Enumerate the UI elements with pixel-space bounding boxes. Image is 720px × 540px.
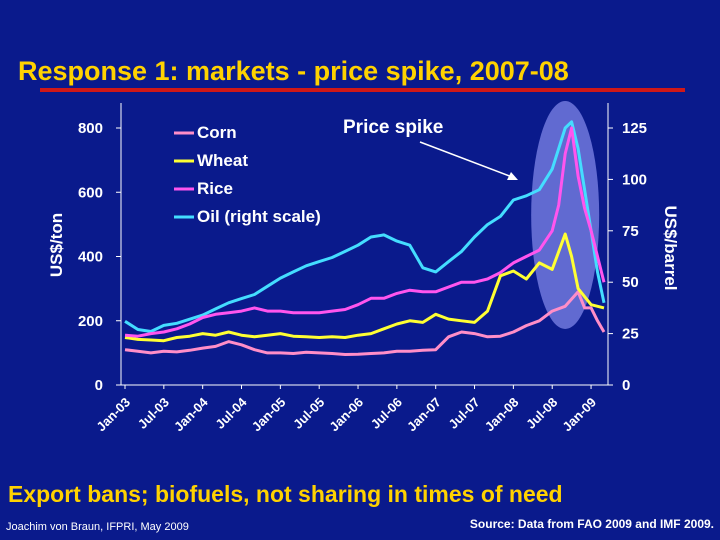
series-line-wheat — [124, 232, 605, 343]
price-spike-highlight — [531, 101, 600, 329]
y2-tick-label: 125 — [622, 120, 647, 137]
y2-tick-label: 50 — [622, 274, 639, 291]
y2-tick-label: 25 — [622, 326, 639, 343]
y2-axis-title: US$/barrel — [661, 205, 680, 290]
y-axis-title: US$/ton — [47, 213, 66, 277]
x-tick-label: Jan-08 — [482, 395, 522, 435]
series-line-oil — [124, 120, 606, 333]
series-line-corn — [124, 290, 606, 356]
y-tick-label: 0 — [95, 377, 103, 394]
x-tick-label: Jan-06 — [326, 395, 366, 435]
x-tick-label: Jan-05 — [249, 395, 289, 435]
annotation-label: Price spike — [343, 117, 443, 138]
footer-source: Source: Data from FAO 2009 and IMF 2009. — [469, 517, 714, 531]
series-line-rice — [124, 126, 606, 338]
footer-author: Joachim von Braun, IFPRI, May 2009 — [6, 521, 189, 533]
x-tick-label: Jan-03 — [93, 395, 133, 435]
x-tick-label: Jul-03 — [135, 395, 172, 432]
legend-label: Rice — [197, 179, 233, 198]
title-underline — [40, 88, 685, 92]
legend-label: Corn — [197, 123, 237, 142]
annotation-arrow-line — [419, 141, 513, 178]
legend-label: Wheat — [197, 151, 248, 170]
y2-tick-label: 100 — [622, 171, 647, 188]
y2-tick-label: 75 — [622, 223, 639, 240]
x-tick-label: Jul-06 — [368, 395, 405, 432]
y-tick-label: 600 — [78, 184, 103, 201]
x-tick-label: Jul-07 — [445, 395, 482, 432]
x-tick-label: Jan-09 — [559, 395, 599, 435]
legend-label: Oil (right scale) — [197, 207, 321, 226]
slide-caption: Export bans; biofuels, not sharing in ti… — [8, 481, 563, 507]
x-tick-label: Jul-05 — [290, 395, 327, 432]
x-tick-label: Jul-04 — [212, 394, 250, 432]
y-tick-label: 200 — [78, 313, 103, 330]
x-tick-label: Jul-08 — [523, 395, 560, 432]
annotation-arrow-head — [507, 172, 518, 180]
x-tick-label: Jan-04 — [171, 394, 211, 434]
y2-tick-label: 0 — [622, 377, 630, 394]
y-tick-label: 400 — [78, 249, 103, 266]
slide-title: Response 1: markets - price spike, 2007-… — [18, 56, 569, 86]
y-tick-label: 800 — [78, 120, 103, 137]
x-tick-label: Jan-07 — [404, 395, 444, 435]
